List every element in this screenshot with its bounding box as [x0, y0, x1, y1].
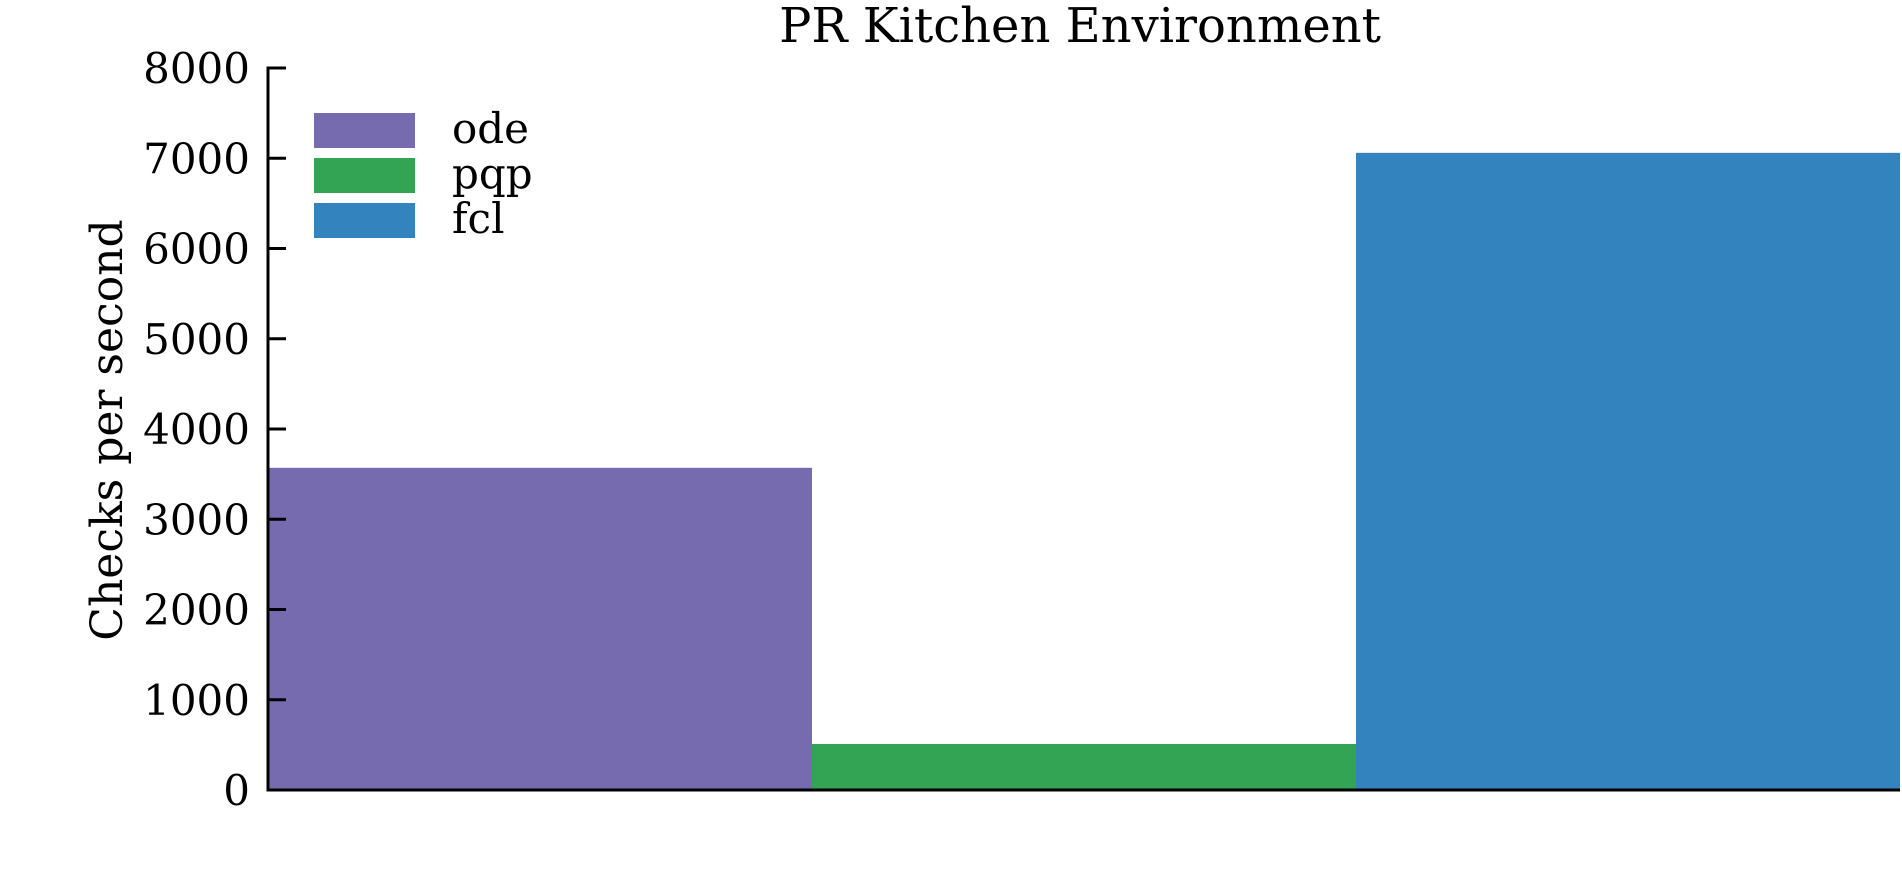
chart-title: PR Kitchen Environment [779, 0, 1381, 54]
legend-label-fcl: fcl [452, 194, 505, 243]
y-tick-label: 5000 [143, 315, 250, 364]
legend-swatch-ode [314, 113, 415, 148]
legend-swatch-fcl [314, 203, 415, 238]
y-axis-label: Checks per second [82, 219, 133, 640]
legend-label-pqp: pqp [452, 149, 533, 198]
y-tick-label: 6000 [143, 225, 250, 274]
y-tick-label: 7000 [143, 134, 250, 183]
y-tick-label: 0 [223, 766, 250, 815]
y-tick-label: 4000 [143, 405, 250, 454]
y-tick-label: 8000 [143, 44, 250, 93]
y-tick-label: 3000 [143, 495, 250, 544]
bar-fcl [1356, 152, 1900, 790]
y-tick-label: 1000 [143, 676, 250, 725]
legend-label-ode: ode [452, 104, 529, 153]
y-tick-label: 2000 [143, 586, 250, 635]
bar-ode [268, 467, 812, 790]
bars-group [268, 152, 1900, 790]
y-ticks-group: 0 1000 2000 3000 4000 5000 6000 7000 8000 [143, 44, 286, 815]
bar-pqp [812, 743, 1356, 790]
legend-swatch-pqp [314, 158, 415, 193]
